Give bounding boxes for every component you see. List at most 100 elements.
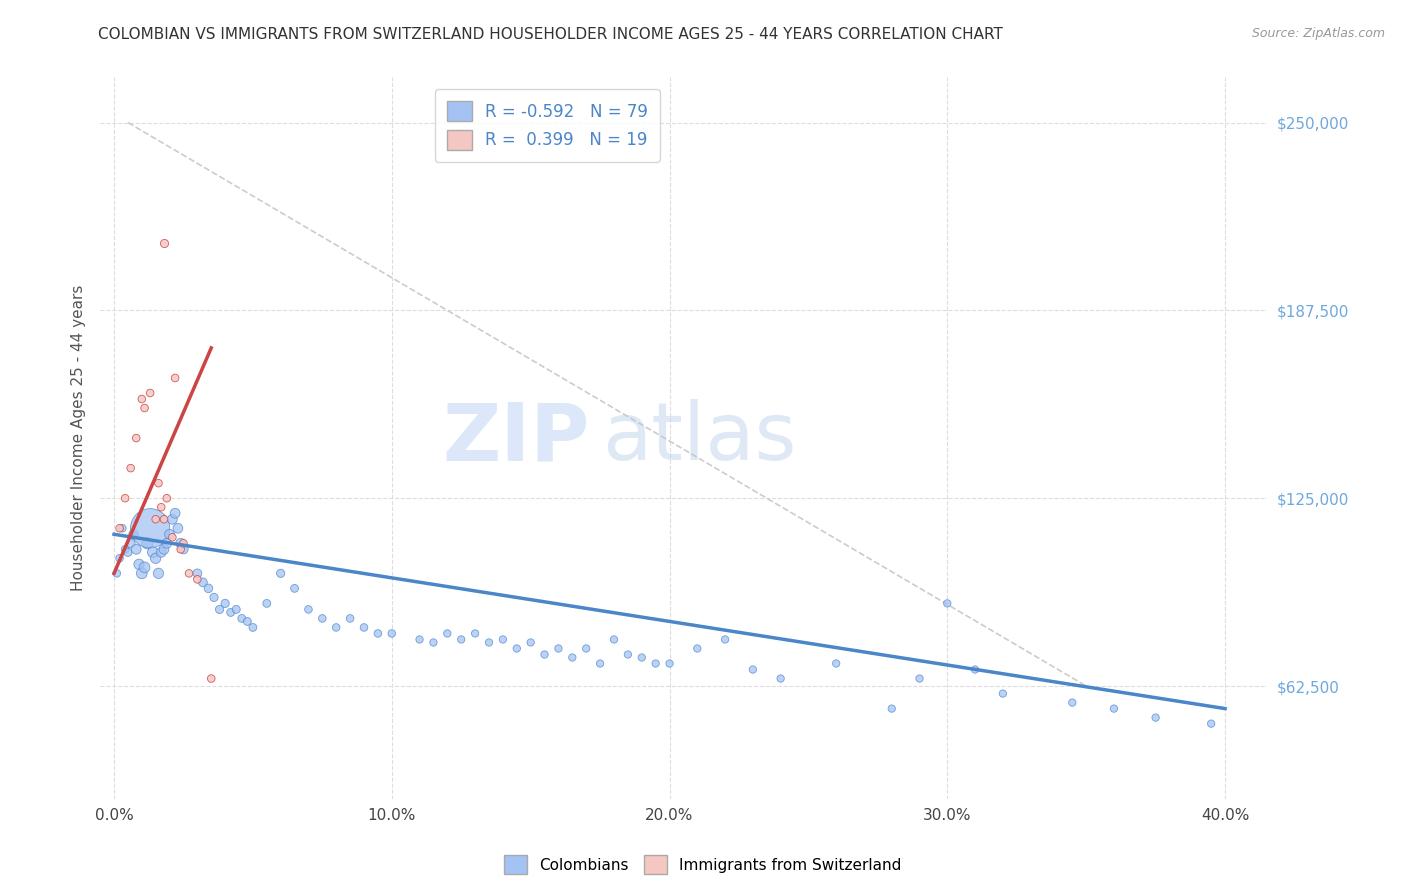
Point	[186, 566, 208, 581]
Legend: R = -0.592   N = 79, R =  0.399   N = 19: R = -0.592 N = 79, R = 0.399 N = 19	[434, 89, 659, 161]
Point	[122, 527, 145, 541]
Point	[111, 521, 134, 535]
Point	[202, 591, 225, 605]
Point	[142, 545, 165, 559]
Text: ZIP: ZIP	[443, 399, 591, 477]
Point	[658, 657, 681, 671]
Point	[170, 536, 193, 550]
Point	[150, 545, 173, 559]
Point	[108, 521, 131, 535]
Point	[936, 596, 959, 610]
Point	[120, 536, 142, 550]
Point	[219, 606, 242, 620]
Point	[131, 566, 153, 581]
Point	[311, 611, 333, 625]
Point	[159, 527, 181, 541]
Point	[125, 542, 148, 557]
Point	[1062, 696, 1084, 710]
Point	[339, 611, 361, 625]
Point	[162, 512, 184, 526]
Point	[492, 632, 515, 647]
Point	[769, 672, 792, 686]
Point	[134, 560, 156, 574]
Point	[561, 650, 583, 665]
Point	[156, 491, 179, 506]
Point	[145, 551, 167, 566]
Point	[170, 542, 193, 557]
Point	[172, 542, 194, 557]
Point	[191, 575, 214, 590]
Point	[162, 530, 184, 544]
Point	[139, 521, 162, 535]
Point	[114, 542, 136, 557]
Point	[367, 626, 389, 640]
Point	[114, 491, 136, 506]
Point	[353, 620, 375, 634]
Point	[167, 521, 190, 535]
Point	[150, 500, 173, 515]
Point	[108, 551, 131, 566]
Point	[450, 632, 472, 647]
Point	[506, 641, 529, 656]
Point	[714, 632, 737, 647]
Point	[297, 602, 319, 616]
Point	[589, 657, 612, 671]
Point	[256, 596, 278, 610]
Point	[186, 573, 208, 587]
Point	[284, 582, 307, 596]
Point	[153, 235, 176, 250]
Point	[547, 641, 569, 656]
Point	[519, 635, 541, 649]
Point	[686, 641, 709, 656]
Point	[242, 620, 264, 634]
Point	[148, 476, 170, 491]
Point	[464, 626, 486, 640]
Point	[270, 566, 292, 581]
Point	[134, 401, 156, 415]
Point	[139, 386, 162, 401]
Point	[422, 635, 444, 649]
Point	[153, 542, 176, 557]
Point	[131, 392, 153, 406]
Point	[880, 701, 903, 715]
Point	[436, 626, 458, 640]
Point	[991, 687, 1014, 701]
Point	[165, 371, 187, 385]
Text: Source: ZipAtlas.com: Source: ZipAtlas.com	[1251, 27, 1385, 40]
Point	[165, 506, 187, 520]
Y-axis label: Householder Income Ages 25 - 44 years: Householder Income Ages 25 - 44 years	[72, 285, 86, 591]
Point	[148, 566, 170, 581]
Point	[231, 611, 253, 625]
Point	[965, 663, 987, 677]
Point	[117, 545, 139, 559]
Point	[214, 596, 236, 610]
Point	[617, 648, 640, 662]
Point	[1144, 710, 1167, 724]
Point	[603, 632, 626, 647]
Point	[478, 635, 501, 649]
Point	[145, 512, 167, 526]
Legend: Colombians, Immigrants from Switzerland: Colombians, Immigrants from Switzerland	[498, 849, 908, 880]
Point	[177, 566, 200, 581]
Text: COLOMBIAN VS IMMIGRANTS FROM SWITZERLAND HOUSEHOLDER INCOME AGES 25 - 44 YEARS C: COLOMBIAN VS IMMIGRANTS FROM SWITZERLAND…	[98, 27, 1004, 42]
Point	[225, 602, 247, 616]
Point	[575, 641, 598, 656]
Point	[1199, 716, 1222, 731]
Point	[630, 650, 652, 665]
Point	[325, 620, 347, 634]
Text: atlas: atlas	[602, 399, 796, 477]
Point	[200, 672, 222, 686]
Point	[172, 536, 194, 550]
Point	[128, 558, 150, 572]
Point	[197, 582, 219, 596]
Point	[644, 657, 666, 671]
Point	[825, 657, 848, 671]
Point	[136, 536, 159, 550]
Point	[381, 626, 404, 640]
Point	[105, 566, 128, 581]
Point	[741, 663, 763, 677]
Point	[156, 536, 179, 550]
Point	[125, 431, 148, 445]
Point	[153, 512, 176, 526]
Point	[1102, 701, 1125, 715]
